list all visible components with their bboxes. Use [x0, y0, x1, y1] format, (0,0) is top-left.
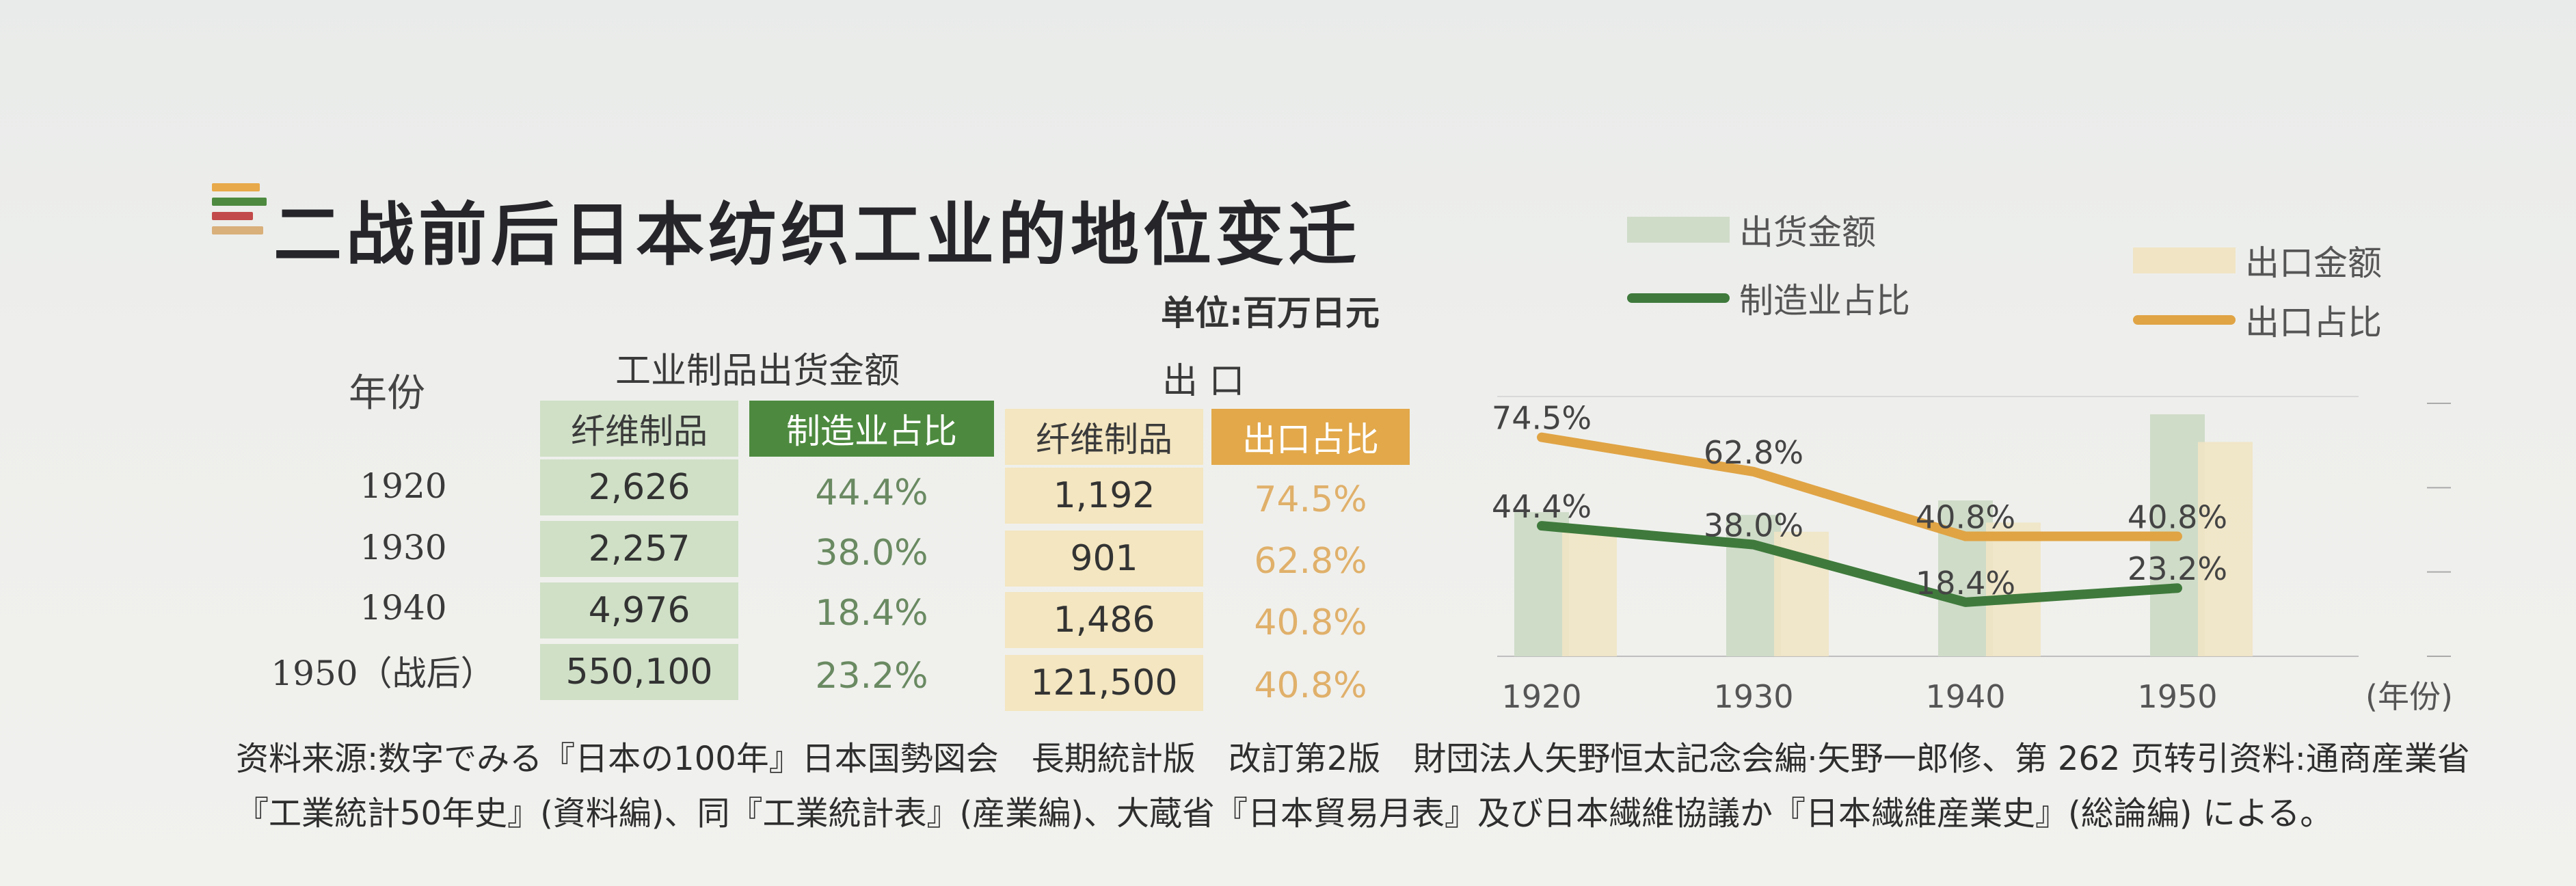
cell-mfg-share: 44.4%: [815, 472, 928, 513]
x-tick-label: 1920: [1501, 678, 1581, 715]
legend-swatch: [1627, 217, 1730, 243]
legend-label: 出口占比: [2245, 303, 2382, 343]
x-tick-label: 1930: [1713, 678, 1793, 715]
legend-mfg-line: 制造业占比: [1627, 273, 1910, 323]
figure-title: 二战前后日本纺织工业的地位变迁: [273, 194, 1360, 275]
source-line-1: 资料来源:数字でみる『日本の100年』日本国勢図会 長期統計版 改訂第2版 財団…: [236, 740, 2470, 778]
data-label-mfg-share: 18.4%: [1916, 565, 2015, 602]
legend-swatch: [1627, 293, 1730, 303]
legend-label: 制造业占比: [1739, 281, 1910, 321]
cell-mfg-share: 38.0%: [815, 533, 928, 574]
data-label-mfg-share: 38.0%: [1704, 507, 1803, 544]
x-tick-label: 1950: [2137, 678, 2217, 715]
table-row-year: 1940: [360, 588, 447, 628]
x-axis-unit: (年份): [2365, 678, 2453, 715]
data-label-mfg-share: 44.4%: [1492, 488, 1592, 525]
legend-label: 出口金额: [2245, 243, 2382, 283]
cell-export-share: 74.5%: [1254, 479, 1367, 520]
data-label-export-share: 40.8%: [1916, 499, 2015, 536]
cell-export: 901: [1005, 531, 1203, 587]
table-row-year: 1950（战后）: [271, 654, 495, 693]
legend-swatch: [2133, 315, 2236, 325]
cell-export-share: 40.8%: [1254, 665, 1367, 706]
legend-shipment-bar: 出货金额: [1627, 205, 1876, 254]
bar-shipment: [1514, 512, 1569, 656]
header-manufacturing-share: 制造业占比: [749, 401, 994, 457]
title-logo-icon: [212, 183, 267, 245]
data-label-export-share: 74.5%: [1492, 400, 1592, 437]
export-group-label: 出 口: [1162, 361, 1245, 402]
cell-export: 1,192: [1005, 468, 1203, 524]
line-mfg-share: [1537, 521, 2182, 607]
shipment-group-label: 工业制品出货金额: [615, 351, 900, 392]
cell-export: 1,486: [1005, 592, 1203, 648]
bar-export: [1986, 522, 2041, 656]
header-export-share: 出口占比: [1211, 409, 1410, 465]
bar-export: [1562, 526, 1617, 656]
cell-export: 121,500: [1005, 655, 1203, 711]
header-shipment-textile: 纤维制品: [540, 401, 738, 457]
data-label-mfg-share: 23.2%: [2128, 550, 2227, 587]
cell-mfg-share: 18.4%: [815, 593, 928, 634]
line-export-share: [1537, 432, 2182, 541]
legend-label: 出货金额: [1739, 213, 1876, 252]
cell-shipment: 2,626: [540, 459, 738, 515]
table-row-year: 1920: [360, 466, 447, 506]
legend-export-bar: 出口金额: [2133, 236, 2382, 285]
legend-swatch: [2133, 247, 2236, 273]
cell-export-share: 62.8%: [1254, 541, 1367, 582]
unit-label: 单位:百万日元: [1161, 293, 1380, 333]
bar-export: [2198, 442, 2253, 656]
cell-shipment: 2,257: [540, 521, 738, 577]
source-line-2: 『工業統計50年史』(資料編)、同『工業統計表』(産業編)、大蔵省『日本貿易月表…: [236, 794, 2333, 833]
table-row-year: 1930: [360, 528, 447, 567]
data-label-export-share: 40.8%: [2128, 499, 2227, 536]
cell-export-share: 40.8%: [1254, 602, 1367, 643]
legend-export-line: 出口占比: [2133, 295, 2382, 345]
year-column-header: 年份: [349, 371, 425, 416]
cell-shipment: 550,100: [540, 644, 738, 700]
x-tick-label: 1940: [1925, 678, 2005, 715]
header-export-textile: 纤维制品: [1005, 409, 1203, 465]
data-label-export-share: 62.8%: [1704, 434, 1803, 471]
combo-chart: 1920193019401950(年份)110010,0001,000,0004…: [1492, 396, 2453, 715]
cell-mfg-share: 23.2%: [815, 656, 928, 697]
cell-shipment: 4,976: [540, 582, 738, 639]
